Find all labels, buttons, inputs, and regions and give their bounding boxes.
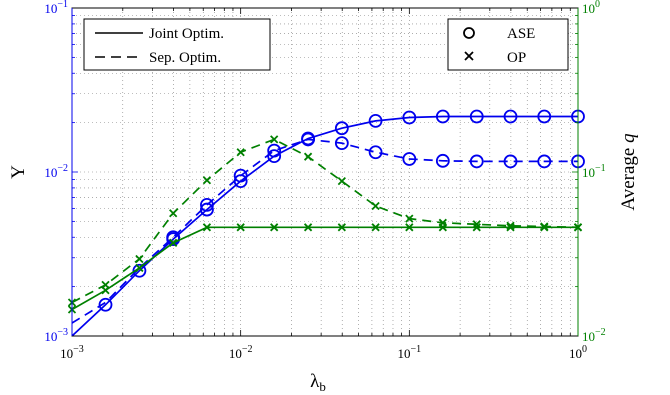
y-left-tick-label: 10−3 xyxy=(44,327,68,344)
y-right-tick-label: 10−2 xyxy=(582,327,606,344)
y-axis-left-label: Υ xyxy=(8,165,29,179)
tick-labels: 10−3 10−2 10−1 100 10−3 10−2 10−1 10−2 10−1 100 xyxy=(44,0,605,361)
series-3-x-marker xyxy=(337,176,346,186)
series-2-x-marker xyxy=(303,223,313,232)
series-1-circle-marker xyxy=(503,154,518,169)
y-right-tick-label: 10−1 xyxy=(582,163,606,180)
series-0-circle-marker xyxy=(537,109,552,124)
y-left-tick-label: 10−2 xyxy=(44,163,68,180)
series-0-circle-marker xyxy=(334,121,349,136)
series-1-circle-marker xyxy=(200,198,214,212)
series-2-x-marker xyxy=(506,223,515,232)
series-3-x-marker xyxy=(236,148,245,157)
series-2-x-marker xyxy=(405,223,414,232)
series-2-x-marker xyxy=(270,223,279,232)
series-1-circle-marker xyxy=(368,145,383,160)
legend-joint-optim-label: Joint Optim. xyxy=(149,26,224,42)
series-0-circle-marker xyxy=(503,109,518,124)
series-3-x-marker xyxy=(135,254,144,264)
series-0-circle-marker xyxy=(132,263,147,278)
series-3-x-marker xyxy=(506,221,515,230)
series-3-x-marker xyxy=(303,152,313,161)
series-2-x-marker xyxy=(371,223,380,232)
series-3-x-marker xyxy=(540,222,549,231)
legend-op-label: OP xyxy=(507,50,526,66)
y-axis-right-label: Average q xyxy=(618,133,639,211)
legend-ase-label: ASE xyxy=(507,26,535,42)
series-3-x-marker xyxy=(472,220,481,229)
legend-lines: Joint Optim. Sep. Optim. xyxy=(83,18,271,71)
series-0-circle-marker xyxy=(469,109,484,124)
series-1-circle-marker xyxy=(469,154,484,169)
series-3-x-marker xyxy=(270,135,279,144)
x-tick-label: 10−2 xyxy=(229,344,253,361)
y-right-tick-label: 100 xyxy=(582,0,600,16)
series-1-circle-marker xyxy=(402,152,417,166)
series-2-x-marker xyxy=(202,223,212,232)
legend-markers: ASE OP xyxy=(447,18,569,71)
legend-circle-marker xyxy=(463,27,475,39)
series-2-line xyxy=(71,226,578,311)
legend-sep-optim-label: Sep. Optim. xyxy=(149,50,221,66)
series-3-x-marker xyxy=(438,218,447,227)
x-axis-label: λb xyxy=(310,371,326,394)
series-3-x-marker xyxy=(371,201,380,211)
y-left-tick-label: 10−1 xyxy=(44,0,68,16)
series-1-circle-marker xyxy=(537,154,552,169)
legend-x-marker xyxy=(464,51,474,61)
series-0-circle-marker xyxy=(368,113,383,128)
series-1-circle-marker xyxy=(435,153,450,168)
series-3-x-marker xyxy=(202,176,212,185)
series-0-circle-marker xyxy=(402,110,417,125)
series-2-x-marker xyxy=(236,223,245,232)
series-2-x-marker xyxy=(169,238,178,247)
series-1-circle-marker xyxy=(267,143,282,158)
series-2-x-marker xyxy=(337,223,346,232)
series-3-x-marker xyxy=(169,209,178,218)
series-1-circle-marker xyxy=(233,168,248,183)
series-0-circle-marker xyxy=(435,109,450,124)
series-layer xyxy=(67,109,585,337)
legend-lines-box xyxy=(83,18,271,71)
series-1-circle-marker xyxy=(334,136,349,151)
x-tick-label: 10−1 xyxy=(398,344,422,361)
series-1-line xyxy=(71,138,578,324)
series-3-x-marker xyxy=(101,280,110,290)
series-3-x-marker xyxy=(405,214,414,223)
x-tick-label: 100 xyxy=(569,344,587,361)
x-tick-label: 10−3 xyxy=(60,344,84,361)
series-0-circle-marker xyxy=(98,297,113,312)
series-2-x-marker xyxy=(135,263,144,273)
series-3-line xyxy=(71,138,579,304)
series-1-circle-marker xyxy=(301,132,315,147)
